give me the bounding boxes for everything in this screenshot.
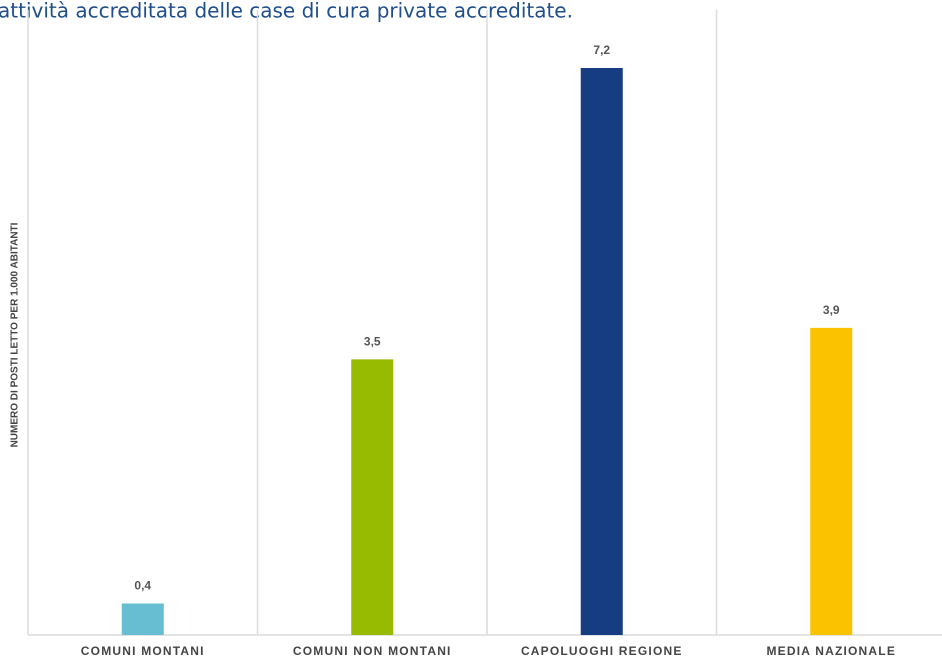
x-tick-label: MEDIA NAZIONALE: [766, 644, 896, 658]
y-axis-label: NUMERO DI POSTI LETTO PER 1.000 ABITANTI: [10, 222, 21, 447]
bar: [580, 68, 623, 635]
bar: [121, 603, 164, 635]
value-label: 0,4: [134, 579, 151, 593]
bar: [351, 359, 394, 635]
chart-title: attività accreditata delle case di cura …: [0, 0, 573, 23]
value-label: 3,5: [364, 335, 381, 349]
bar: [810, 327, 853, 635]
value-label: 3,9: [823, 303, 840, 317]
x-tick-label: COMUNI NON MONTANI: [293, 644, 452, 658]
separators: [27, 10, 942, 636]
x-tick-label: CAPOLUOGHI REGIONE: [521, 644, 683, 658]
value-label: 7,2: [593, 43, 610, 57]
x-tick-label: COMUNI MONTANI: [81, 644, 205, 658]
